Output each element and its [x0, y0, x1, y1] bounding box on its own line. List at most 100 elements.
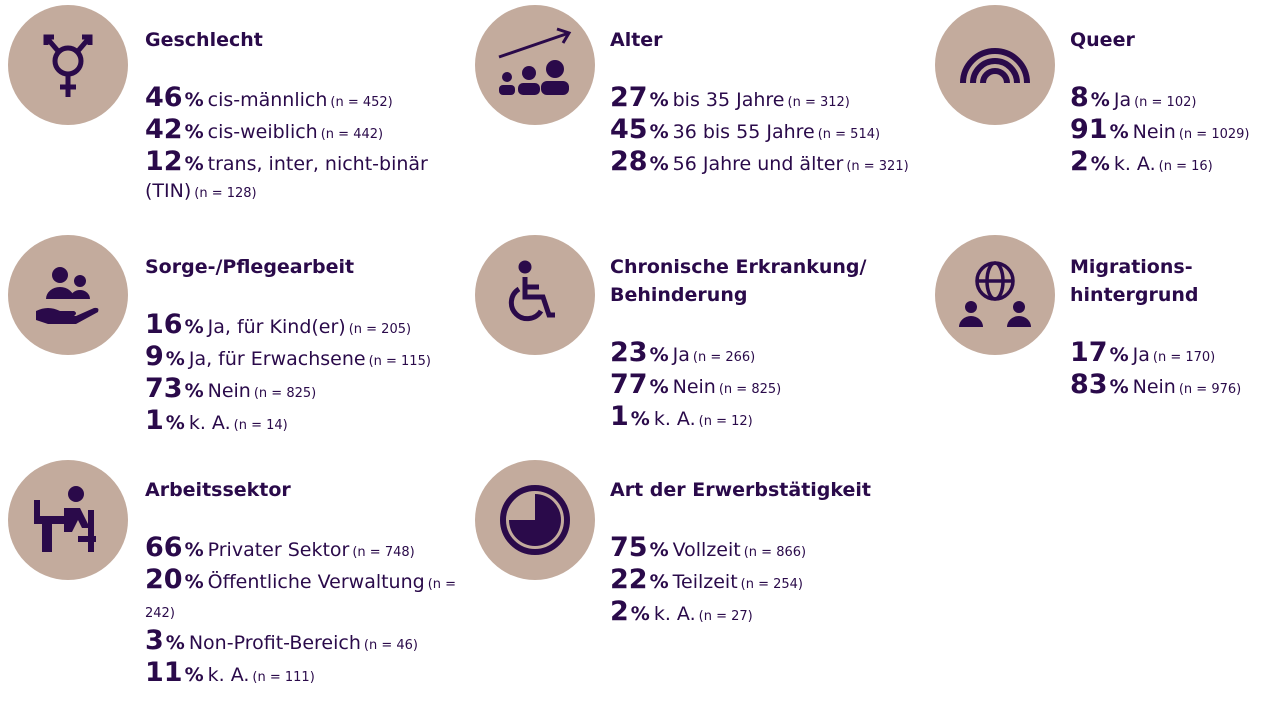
sample-size: (n = 866): [743, 545, 807, 560]
item-label: Nein: [207, 380, 251, 402]
icon-age: [475, 5, 595, 125]
percent-unit: %: [649, 153, 669, 175]
item-label: Ja: [1132, 344, 1150, 366]
stat-item: 46% cis-männlich (n = 452): [145, 84, 465, 116]
item-label: k. A.: [207, 664, 250, 686]
percent-value: 1: [610, 401, 629, 432]
percent-unit: %: [1090, 153, 1110, 175]
percent-unit: %: [1109, 344, 1129, 366]
sample-size: (n = 27): [698, 609, 753, 624]
percent-unit: %: [649, 89, 669, 111]
stat-section: Alter 27% bis 35 Jahre (n = 312) 45% 36 bis 5…: [610, 26, 930, 180]
percent-value: 23: [610, 337, 648, 368]
sample-size: (n = 128): [194, 186, 257, 201]
percent-unit: %: [184, 380, 204, 402]
percent-unit: %: [649, 539, 669, 561]
sample-size: (n = 312): [787, 95, 850, 110]
percent-value: 28: [610, 146, 648, 177]
stat-item: 2% k. A. (n = 16): [1070, 148, 1266, 180]
percent-unit: %: [1109, 376, 1129, 398]
sample-size: (n = 748): [352, 545, 415, 560]
percent-value: 42: [145, 114, 183, 145]
stat-item: 75% Vollzeit (n = 866): [610, 534, 930, 566]
stat-item: 17% Ja (n = 170): [1070, 339, 1266, 371]
percent-value: 83: [1070, 369, 1108, 400]
item-label: k. A.: [188, 412, 231, 434]
stat-item: 1% k. A. (n = 14): [145, 407, 465, 439]
percent-unit: %: [184, 89, 204, 111]
stat-section: Geschlecht 46% cis-männlich (n = 452) 42% cis…: [145, 26, 465, 207]
stat-item: 42% cis-weiblich (n = 442): [145, 116, 465, 148]
stat-item: 20% Öffentliche Verwaltung (n = 242): [145, 566, 465, 627]
section-title: Alter: [610, 29, 663, 51]
percent-value: 91: [1070, 114, 1108, 145]
percent-unit: %: [649, 376, 669, 398]
stat-section: Queer 8% Ja (n = 102) 91% Nein (n = 1029) 2% k. …: [1070, 26, 1266, 180]
stat-item: 28% 56 Jahre und älter (n = 321): [610, 148, 930, 180]
sample-size: (n = 452): [330, 95, 393, 110]
item-label: k. A.: [1113, 153, 1156, 175]
sample-size: (n = 825): [718, 382, 782, 397]
stat-item: 2% k. A. (n = 27): [610, 598, 930, 630]
sample-size: (n = 242): [145, 577, 457, 621]
item-label: k. A.: [653, 408, 696, 430]
percent-value: 8: [1070, 82, 1089, 113]
item-label: Öffentliche Verwaltung: [207, 571, 425, 593]
item-label: Ja: [672, 344, 690, 366]
icon-queer: [935, 5, 1055, 125]
percent-value: 1: [145, 405, 164, 436]
percent-unit: %: [184, 664, 204, 686]
sample-size: (n = 102): [1134, 95, 1197, 110]
section-title: Geschlecht: [145, 29, 263, 51]
percent-value: 27: [610, 82, 648, 113]
icon-gender: [8, 5, 128, 125]
percent-value: 3: [145, 625, 164, 656]
percent-unit: %: [649, 121, 669, 143]
item-label: Nein: [1132, 121, 1176, 143]
section-title: Chronische Erkrankung/ Behinderung: [610, 256, 867, 306]
sample-size: (n = 111): [252, 670, 315, 685]
section-title: Migrations- hintergrund: [1070, 256, 1199, 306]
item-label: Ja, für Erwachsene: [188, 348, 366, 370]
sample-size: (n = 205): [348, 322, 412, 337]
icon-disability: [475, 235, 595, 355]
stat-item: 1% k. A. (n = 12): [610, 403, 930, 435]
stat-item: 3% Non-Profit-Bereich (n = 46): [145, 627, 465, 659]
stat-section: Migrations- hintergrund 17% Ja (n = 170) 83%…: [1070, 253, 1266, 403]
item-label: Ja: [1113, 89, 1132, 111]
stat-section: Chronische Erkrankung/ Behinderung 23% Ja(…: [610, 253, 930, 435]
section-title: Queer: [1070, 29, 1135, 51]
sample-size: (n = 321): [846, 159, 909, 174]
percent-value: 73: [145, 373, 183, 404]
percent-unit: %: [1090, 89, 1110, 111]
stat-item: 23% Ja (n = 266): [610, 339, 930, 371]
stat-section: Sorge-/Pflegearbeit 16% Ja, für Kind(er) (n…: [145, 253, 465, 439]
item-label: 36 bis 55 Jahre: [672, 121, 815, 143]
item-label: 56 Jahre und älter: [672, 153, 844, 175]
sample-size: (n = 170): [1152, 350, 1216, 365]
item-label: Non-Profit-Bereich: [188, 632, 361, 654]
percent-value: 9: [145, 341, 164, 372]
item-label: k. A.: [653, 603, 696, 625]
stat-item: 11% k. A. (n = 111): [145, 659, 465, 691]
item-label: Teilzeit: [672, 571, 738, 593]
stat-item: 8% Ja (n = 102): [1070, 84, 1266, 116]
stat-section: Art der Erwerbstätigkeit 75% Vollzeit (n = …: [610, 476, 930, 630]
sample-size: (n = 266): [692, 350, 756, 365]
percent-value: 66: [145, 532, 183, 563]
icon-employment: [475, 460, 595, 580]
percent-unit: %: [184, 539, 204, 561]
percent-value: 2: [610, 596, 629, 627]
sample-size: (n = 976): [1178, 382, 1242, 397]
percent-unit: %: [630, 603, 650, 625]
percent-value: 11: [145, 657, 183, 688]
percent-unit: %: [184, 316, 204, 338]
icon-work: [8, 460, 128, 580]
item-label: trans, inter, nicht-binär (TIN): [145, 153, 428, 202]
sample-size: (n = 16): [1158, 159, 1213, 174]
item-label: Privater Sektor: [207, 539, 350, 561]
item-label: Ja, für Kind(er): [207, 316, 346, 338]
stat-item: 66% Privater Sektor (n = 748): [145, 534, 465, 566]
percent-value: 46: [145, 82, 183, 113]
stat-section: Arbeitssektor 66% Privater Sektor (n = 748)…: [145, 476, 465, 691]
